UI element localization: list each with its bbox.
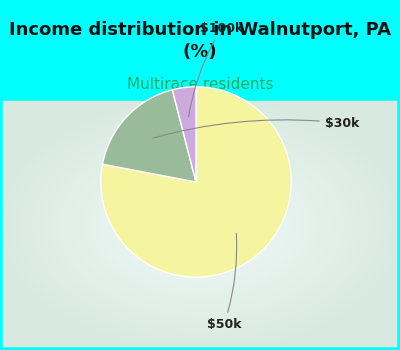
Text: Multirace residents: Multirace residents [127, 77, 273, 92]
Wedge shape [172, 87, 196, 182]
Text: $50k: $50k [207, 233, 241, 331]
Text: Income distribution in Walnutport, PA
(%): Income distribution in Walnutport, PA (%… [9, 21, 391, 61]
Text: $100k: $100k [188, 22, 243, 117]
Wedge shape [101, 87, 291, 277]
Text: $30k: $30k [153, 117, 359, 138]
Wedge shape [102, 90, 196, 182]
